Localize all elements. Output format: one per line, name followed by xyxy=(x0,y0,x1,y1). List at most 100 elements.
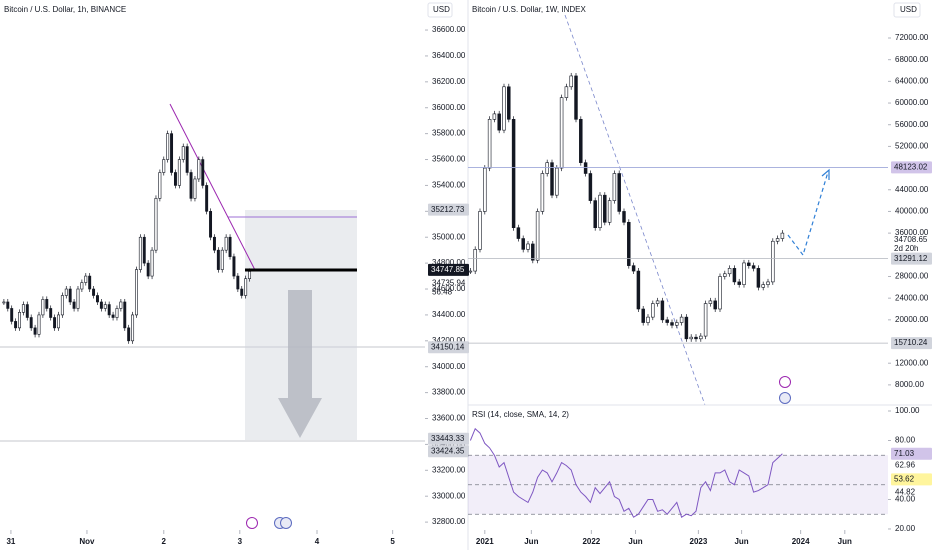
candle-body xyxy=(33,327,37,335)
y-tick-label: 20000.00 xyxy=(895,315,929,324)
y-tick-label: 52000.00 xyxy=(895,142,929,151)
candle-body xyxy=(747,262,751,266)
candle-body xyxy=(492,113,497,120)
candle-body xyxy=(559,97,564,169)
candle-body xyxy=(603,194,607,223)
candle-body xyxy=(689,336,693,340)
candle-body xyxy=(684,316,689,340)
candle-body xyxy=(111,314,115,318)
price-tag: 53.62 xyxy=(894,475,915,484)
candle-body xyxy=(583,162,588,174)
y-tick-label: 44000.00 xyxy=(895,185,929,194)
currency-box[interactable] xyxy=(427,2,453,18)
candle-body xyxy=(468,270,473,273)
candle-body xyxy=(612,173,617,201)
countdown: 2d 20h xyxy=(894,244,918,253)
candle-body xyxy=(57,314,60,329)
candle-body xyxy=(694,336,698,340)
y-tick-label: 36000.00 xyxy=(895,228,929,237)
candle-body xyxy=(18,312,21,329)
candle-body xyxy=(660,300,665,321)
y-tick-label: 28000.00 xyxy=(895,272,929,281)
candle-body xyxy=(193,178,197,199)
candle-body xyxy=(655,300,660,304)
candle-body xyxy=(166,133,170,160)
candle-body xyxy=(646,316,650,323)
x-tick-label: Jun xyxy=(524,537,538,546)
candle-body xyxy=(134,269,138,316)
candle-body xyxy=(516,227,521,239)
candle-body xyxy=(37,314,41,335)
candle-body xyxy=(68,288,72,303)
candle-body xyxy=(473,249,477,272)
down-arrow xyxy=(278,290,322,438)
candle-body xyxy=(708,300,713,304)
price-tag: 71.03 xyxy=(894,449,915,458)
candle-body xyxy=(88,275,92,290)
y-tick-label: 24000.00 xyxy=(895,293,929,302)
price-tag-bg xyxy=(428,263,469,276)
candle-body xyxy=(197,159,201,180)
price-tag-bg xyxy=(428,445,469,458)
currency-box[interactable] xyxy=(893,2,921,18)
candle-body xyxy=(718,276,722,310)
candle-body xyxy=(699,335,703,340)
price-tag: 34708.65 xyxy=(894,235,928,244)
candle-body xyxy=(228,236,232,257)
candle-body xyxy=(737,281,741,285)
candle-body xyxy=(248,271,252,279)
candle-body xyxy=(181,146,185,160)
candle-body xyxy=(478,211,482,250)
candle-body xyxy=(607,200,612,223)
event-icon[interactable] xyxy=(246,517,258,529)
candle-body xyxy=(119,301,123,309)
flag-icon[interactable] xyxy=(779,392,791,404)
y-tick-label: 100.00 xyxy=(895,406,920,415)
event-icon[interactable] xyxy=(779,376,791,388)
candle-body xyxy=(617,173,621,212)
x-tick-label: 2 xyxy=(162,537,167,546)
y-tick-label: 8000.00 xyxy=(895,380,924,389)
candle-body xyxy=(53,317,57,329)
x-tick-label: 5 xyxy=(390,537,395,546)
candle-body xyxy=(521,238,525,250)
candle-body xyxy=(29,317,33,329)
projection-arrow xyxy=(787,171,829,257)
candle-body xyxy=(641,308,645,323)
y-tick-label: 68000.00 xyxy=(895,55,929,64)
candle-body xyxy=(107,304,111,316)
candle-body xyxy=(14,321,18,329)
candle-body xyxy=(138,236,142,270)
x-tick-label: 3 xyxy=(238,537,243,546)
candle-body xyxy=(636,270,641,310)
price-tag: 33443.33 xyxy=(431,434,465,443)
candle-body xyxy=(76,288,80,309)
left-candles xyxy=(2,130,252,344)
candle-body xyxy=(224,236,228,251)
price-tag-bg xyxy=(891,447,932,460)
candle-body xyxy=(483,167,487,212)
candle-body xyxy=(177,159,181,186)
price-tag: 34150.14 xyxy=(431,342,465,351)
y-tick-label: 34400.00 xyxy=(432,310,466,319)
y-tick-label: 80.00 xyxy=(895,436,916,445)
y-tick-label: 32800.00 xyxy=(432,517,466,526)
candle-body xyxy=(550,162,554,196)
candle-body xyxy=(92,288,96,296)
candle-body xyxy=(220,249,224,270)
y-tick-label: 60000.00 xyxy=(895,98,929,107)
flag-icon[interactable] xyxy=(280,517,292,529)
dashed-trend-line xyxy=(564,14,706,406)
candle-body xyxy=(146,262,150,277)
candle-body xyxy=(588,173,593,201)
candle-body xyxy=(545,162,549,174)
rsi-line xyxy=(469,427,783,518)
price-tag: 33424.35 xyxy=(431,446,465,455)
price-tag-bg xyxy=(891,473,932,486)
candle-body xyxy=(123,301,127,329)
candle-body xyxy=(209,211,213,238)
y-tick-label: 36200.00 xyxy=(432,77,466,86)
x-tick-label: 31 xyxy=(6,537,15,546)
